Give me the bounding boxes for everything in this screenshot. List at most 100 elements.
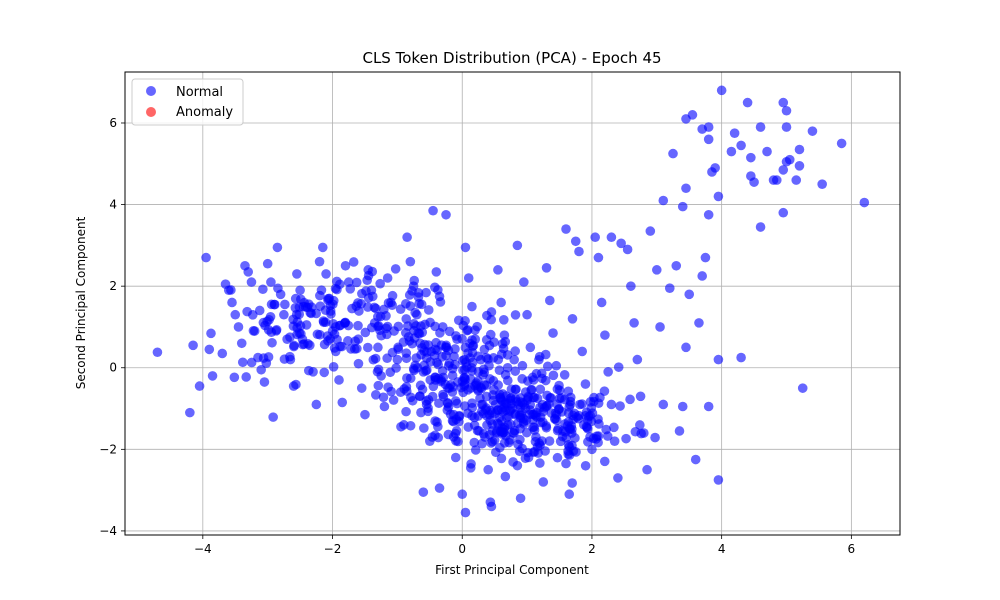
data-point — [552, 452, 563, 463]
data-point — [755, 222, 766, 232]
data-point — [262, 258, 273, 269]
data-point — [321, 269, 331, 279]
x-tick-label: 4 — [718, 542, 726, 556]
data-point — [437, 352, 447, 362]
data-point — [405, 420, 416, 431]
data-point — [241, 372, 251, 382]
data-point — [356, 383, 367, 393]
data-point — [258, 317, 269, 328]
data-point — [535, 384, 546, 395]
data-point — [506, 384, 517, 394]
data-point — [280, 299, 290, 310]
data-point — [609, 436, 620, 446]
data-point — [330, 322, 341, 332]
data-point — [409, 333, 420, 343]
data-point — [471, 378, 481, 388]
data-point — [729, 128, 740, 138]
data-point — [536, 368, 547, 379]
data-point — [237, 357, 248, 368]
data-point — [542, 400, 552, 411]
data-point — [387, 300, 397, 310]
y-tick-label: 0 — [109, 361, 117, 375]
data-point — [443, 345, 454, 356]
data-point — [258, 353, 269, 363]
data-point — [428, 205, 438, 216]
data-point — [306, 308, 316, 319]
data-point — [589, 392, 599, 403]
data-point — [553, 404, 564, 414]
data-point — [272, 242, 283, 253]
data-point — [246, 277, 257, 287]
data-point — [538, 417, 548, 428]
data-point — [859, 197, 870, 208]
data-point — [548, 370, 559, 381]
data-point — [493, 380, 503, 390]
data-point — [570, 236, 581, 247]
data-point — [401, 314, 412, 324]
data-point — [419, 339, 430, 350]
data-point — [207, 371, 218, 381]
data-point — [778, 165, 789, 175]
data-point — [420, 319, 430, 330]
data-point — [544, 295, 555, 306]
data-point — [230, 309, 241, 320]
data-point — [266, 327, 277, 337]
data-point — [630, 426, 641, 437]
y-tick-label: 4 — [109, 198, 117, 212]
data-point — [357, 288, 367, 299]
data-point — [451, 436, 461, 446]
data-point — [568, 446, 579, 456]
data-point — [430, 430, 440, 441]
data-point — [658, 399, 669, 410]
data-point — [303, 299, 314, 309]
data-point — [457, 489, 468, 500]
data-point — [651, 265, 662, 275]
data-point — [463, 273, 474, 283]
x-tick-label: −2 — [324, 542, 342, 556]
data-point — [606, 399, 617, 410]
data-point — [463, 422, 474, 432]
data-point — [328, 362, 339, 372]
data-point — [314, 256, 325, 267]
data-point — [508, 427, 518, 438]
data-point — [517, 398, 528, 408]
data-point — [568, 414, 578, 425]
axis-ticks: −4 −2 0 2 4 6 −4 −2 0 2 4 6 — [99, 116, 855, 556]
data-point — [508, 457, 518, 467]
data-point — [423, 305, 434, 315]
data-point — [459, 401, 470, 411]
data-point — [807, 126, 818, 136]
data-point — [622, 244, 633, 255]
data-point — [703, 134, 714, 145]
data-point — [625, 394, 635, 405]
data-point — [552, 384, 563, 394]
data-point — [185, 407, 195, 418]
data-point — [477, 438, 487, 449]
data-point — [371, 390, 381, 400]
data-point — [550, 413, 560, 424]
data-point — [266, 277, 276, 287]
data-point — [478, 364, 489, 375]
data-point — [340, 260, 351, 271]
data-point — [452, 334, 462, 345]
data-point — [488, 390, 498, 400]
data-point — [487, 419, 497, 429]
data-point — [674, 426, 685, 436]
data-point — [303, 365, 314, 376]
legend: Normal Anomaly — [131, 78, 244, 126]
data-points — [152, 85, 870, 518]
data-point — [677, 401, 688, 412]
data-point — [467, 402, 478, 413]
data-point — [499, 424, 509, 435]
data-point — [428, 381, 439, 392]
data-point — [593, 252, 604, 263]
data-point — [713, 191, 724, 202]
data-point — [363, 342, 373, 353]
data-point — [401, 353, 412, 364]
data-point — [279, 309, 289, 320]
data-point — [538, 477, 549, 487]
data-point — [642, 464, 652, 475]
data-point — [246, 357, 257, 368]
data-point — [836, 138, 847, 149]
